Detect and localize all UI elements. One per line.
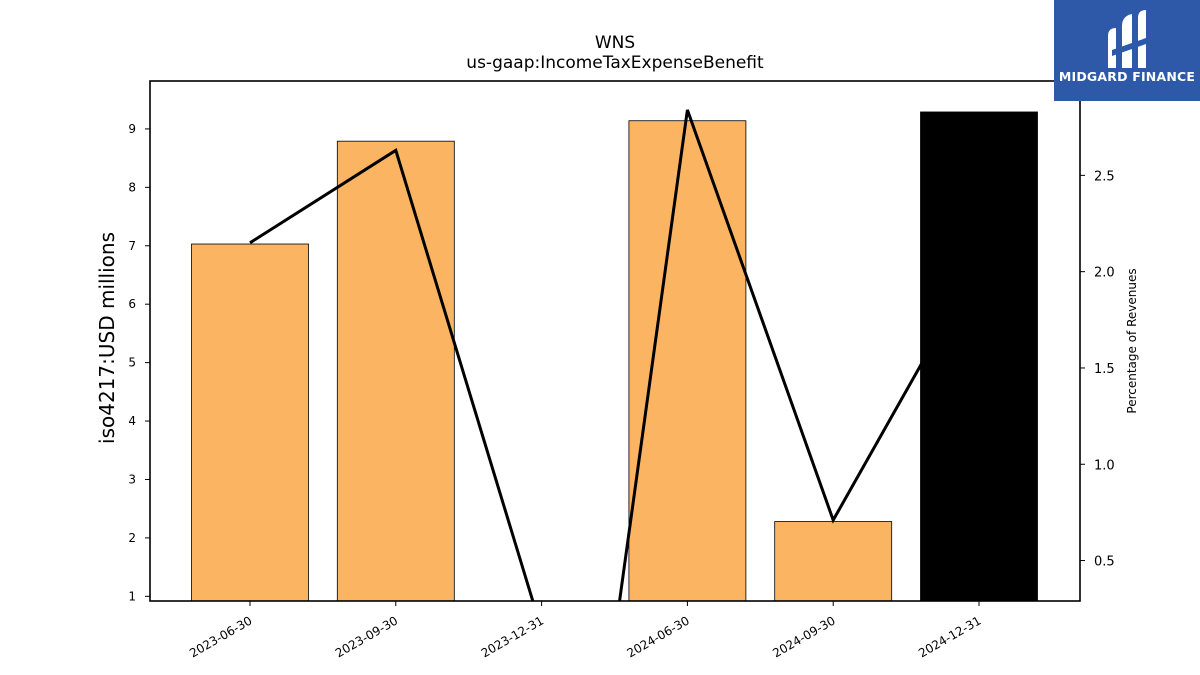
- logo-mark-icon: [1108, 10, 1146, 68]
- y-tick-label: 2: [128, 531, 136, 545]
- y-tick-label: 5: [128, 356, 136, 370]
- bar-2023-06-30: [191, 243, 309, 602]
- bar-2024-12-31: [920, 111, 1038, 602]
- y-tick-label: 3: [128, 472, 136, 486]
- y2-axis: 0.5 1.0 1.5 2.0 2.5: [1080, 169, 1115, 570]
- y-tick-label: 4: [128, 414, 136, 428]
- y-tick-label: 7: [128, 239, 136, 253]
- x-tick-label: 2024-12-31: [916, 613, 983, 660]
- midgard-finance-logo: MIDGARD FINANCE: [1054, 0, 1200, 101]
- y-tick-label: 8: [128, 180, 136, 194]
- x-tick-label: 2023-06-30: [187, 613, 254, 660]
- chart-subtitle: us-gaap:IncomeTaxExpenseBenefit: [466, 53, 764, 73]
- y2-tick-label: 0.5: [1094, 555, 1115, 570]
- plot-frame: [149, 80, 1081, 602]
- bar-2024-06-30: [628, 120, 747, 602]
- y2-axis-label: Percentage of Revenues: [1125, 268, 1139, 413]
- y-tick-label: 1: [128, 589, 136, 603]
- y-axis: 1 2 3 4 5 6 7 8 9: [128, 122, 150, 603]
- y-axis-label: iso4217:USD millions: [95, 232, 119, 444]
- bars-group: [191, 111, 1038, 602]
- percentage-line: [249, 109, 981, 601]
- y2-tick-label: 2.5: [1094, 169, 1115, 184]
- logo-text: MIDGARD FINANCE: [1058, 69, 1196, 84]
- x-axis: 2023-06-30 2023-09-30 2023-12-31 2024-06-30…: [187, 601, 984, 660]
- y2-tick-label: 1.5: [1094, 362, 1115, 377]
- y-tick-label: 9: [128, 122, 136, 136]
- chart-title: WNS: [595, 33, 635, 53]
- x-tick-label: 2024-06-30: [624, 613, 691, 660]
- y2-tick-label: 2.0: [1094, 266, 1115, 281]
- x-tick-label: 2023-09-30: [333, 613, 400, 660]
- line-group: [249, 109, 981, 601]
- bar-2024-09-30: [774, 521, 893, 602]
- bar-2023-09-30: [336, 140, 455, 602]
- x-tick-label: 2023-12-31: [479, 613, 546, 660]
- y-tick-label: 6: [128, 297, 136, 311]
- y2-tick-label: 1.0: [1094, 458, 1115, 473]
- x-tick-label: 2024-09-30: [770, 613, 837, 660]
